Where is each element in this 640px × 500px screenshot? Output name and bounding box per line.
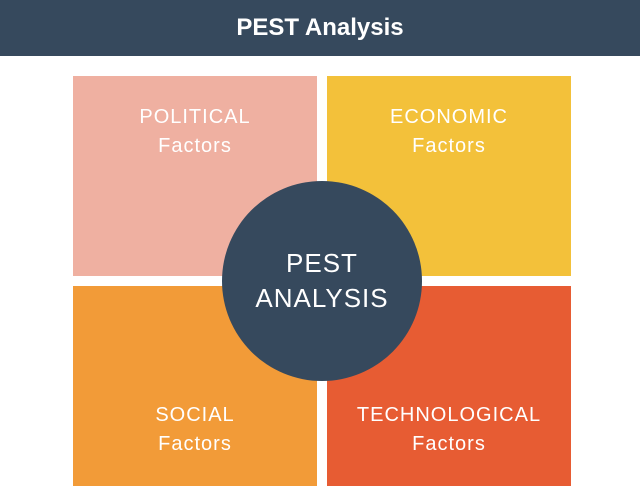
quadrant-political-title: POLITICAL xyxy=(139,106,250,129)
center-circle-line1: PEST xyxy=(286,246,358,281)
quadrant-technological-subtitle: Factors xyxy=(412,433,486,456)
quadrant-technological-title: TECHNOLOGICAL xyxy=(357,404,541,427)
quadrant-social-title: SOCIAL xyxy=(155,404,234,427)
quadrant-political-subtitle: Factors xyxy=(158,135,232,158)
diagram-canvas: POLITICAL Factors ECONOMIC Factors SOCIA… xyxy=(0,56,640,500)
center-circle-line2: ANALYSIS xyxy=(255,281,388,316)
header-title: PEST Analysis xyxy=(236,14,403,42)
center-circle: PEST ANALYSIS xyxy=(222,181,422,381)
quadrant-economic-title: ECONOMIC xyxy=(390,106,508,129)
quadrant-social-subtitle: Factors xyxy=(158,433,232,456)
header-bar: PEST Analysis xyxy=(0,0,640,56)
quadrant-economic-subtitle: Factors xyxy=(412,135,486,158)
